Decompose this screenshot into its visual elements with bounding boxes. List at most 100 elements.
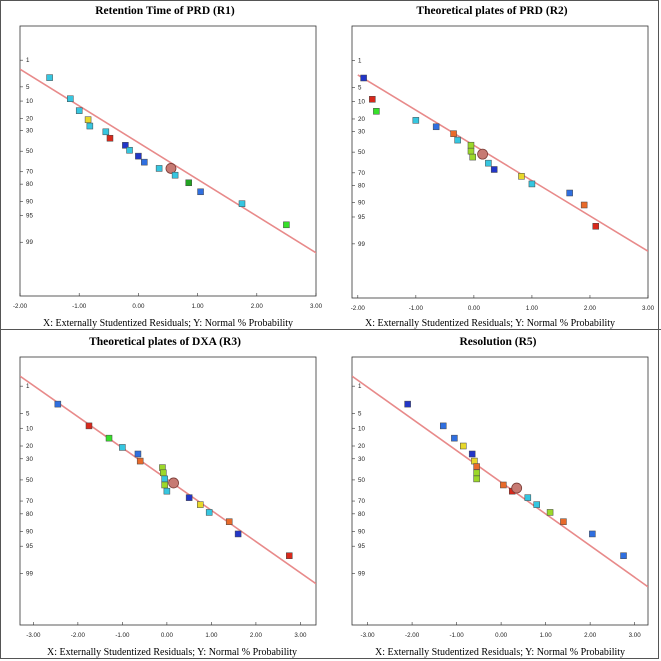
residual-point — [163, 487, 171, 495]
y-tick-label: 10 — [26, 98, 33, 105]
residual-point — [471, 457, 478, 465]
plot-panel-r2: Theoretical plates of PRD (R2) X: Extern… — [330, 0, 660, 330]
y-tick-label: 95 — [26, 543, 33, 550]
residual-point — [490, 166, 498, 173]
x-tick-label: 0.00 — [132, 303, 145, 310]
residual-point — [161, 475, 168, 483]
x-tick-label: 2.00 — [250, 632, 263, 639]
residual-median-point — [168, 477, 179, 489]
residual-point — [620, 552, 627, 559]
x-tick-label: 3.00 — [294, 632, 307, 639]
residual-point — [467, 141, 475, 149]
residual-point — [126, 146, 133, 154]
residual-point — [460, 442, 467, 450]
x-tick-label: -3.00 — [26, 632, 41, 639]
x-tick-label: -1.00 — [115, 632, 130, 639]
residual-point — [469, 153, 476, 161]
residual-point — [518, 173, 525, 180]
plot-area — [351, 25, 649, 299]
residual-point — [85, 422, 93, 430]
y-tick-label: 70 — [26, 498, 33, 505]
y-tick-label: 30 — [358, 456, 365, 463]
y-tick-label: 50 — [26, 477, 33, 484]
y-tick-label: 1 — [358, 57, 362, 64]
residual-point — [473, 463, 480, 470]
x-tick-label: 0.00 — [495, 632, 508, 639]
x-tick-label: -1.00 — [409, 305, 424, 312]
x-tick-label: 2.00 — [584, 632, 597, 639]
x-axis-label: X: Externally Studentized Residuals; Y: … — [43, 318, 293, 329]
y-tick-label: 20 — [26, 115, 33, 122]
y-tick-label: 50 — [26, 148, 33, 155]
residual-point — [580, 201, 588, 209]
x-tick-label: 2.00 — [584, 305, 597, 312]
y-tick-label: 5 — [26, 411, 30, 418]
plot-area — [19, 356, 317, 626]
y-tick-label: 90 — [358, 529, 365, 536]
plot-area — [19, 25, 317, 297]
residual-point — [468, 450, 476, 458]
y-tick-label: 50 — [358, 149, 365, 156]
x-tick-label: -1.00 — [450, 632, 465, 639]
residual-point — [439, 422, 447, 430]
y-tick-label: 50 — [358, 477, 365, 484]
y-tick-label: 99 — [358, 241, 365, 248]
x-tick-label: -2.00 — [405, 632, 420, 639]
x-tick-label: 2.00 — [251, 303, 264, 310]
y-tick-label: 5 — [358, 84, 362, 91]
y-tick-label: 20 — [358, 116, 365, 123]
normal-reference-line — [20, 68, 316, 254]
residual-point — [432, 123, 440, 131]
residual-point — [105, 434, 113, 442]
residual-point — [234, 530, 242, 538]
normal-probability-plot-r1: Retention Time of PRD (R1) X: Externally… — [13, 5, 323, 329]
y-tick-label: 5 — [358, 411, 362, 418]
residual-point — [589, 530, 596, 538]
residual-point — [102, 128, 110, 136]
x-tick-label: 0.00 — [468, 305, 481, 312]
plot-panel-r3: Theoretical plates of DXA (R3) X: Extern… — [0, 330, 330, 661]
residual-point — [566, 189, 573, 197]
x-tick-label: -3.00 — [361, 632, 376, 639]
residual-point — [84, 116, 92, 123]
x-axis-label: X: Externally Studentized Residuals; Y: … — [375, 647, 625, 658]
residual-point — [404, 400, 411, 408]
residual-point — [205, 509, 213, 516]
plot-area — [351, 356, 649, 626]
residual-point — [528, 180, 536, 188]
residual-point — [369, 96, 376, 103]
y-tick-label: 90 — [26, 198, 33, 205]
y-tick-label: 70 — [358, 498, 365, 505]
x-tick-label: -2.00 — [351, 305, 366, 312]
y-tick-label: 70 — [358, 170, 365, 177]
residual-point — [136, 457, 144, 465]
residual-point — [283, 221, 290, 229]
y-tick-label: 80 — [358, 182, 365, 189]
y-tick-label: 95 — [358, 214, 365, 221]
residual-point — [454, 136, 461, 144]
residual-point — [141, 158, 148, 166]
residual-point — [67, 95, 74, 103]
residual-point — [451, 434, 458, 442]
residual-point — [238, 200, 246, 207]
y-tick-label: 95 — [358, 543, 365, 550]
residual-point — [160, 469, 167, 477]
y-tick-label: 10 — [358, 99, 365, 106]
residual-point — [360, 74, 367, 82]
y-tick-label: 30 — [358, 128, 365, 135]
residual-median-point — [165, 163, 177, 174]
residual-point — [412, 117, 420, 124]
y-tick-label: 90 — [26, 529, 33, 536]
residual-point — [546, 509, 554, 516]
chart-title: Retention Time of PRD (R1) — [95, 5, 235, 17]
residual-point — [135, 152, 142, 160]
x-tick-label: -2.00 — [13, 303, 28, 310]
x-tick-label: 1.00 — [205, 632, 218, 639]
residual-point — [592, 223, 600, 230]
residual-median-point — [477, 148, 488, 160]
y-tick-label: 30 — [26, 128, 33, 135]
residual-point — [171, 171, 179, 179]
y-tick-label: 5 — [26, 84, 30, 91]
residual-point — [197, 188, 204, 196]
x-tick-label: 1.00 — [192, 303, 205, 310]
